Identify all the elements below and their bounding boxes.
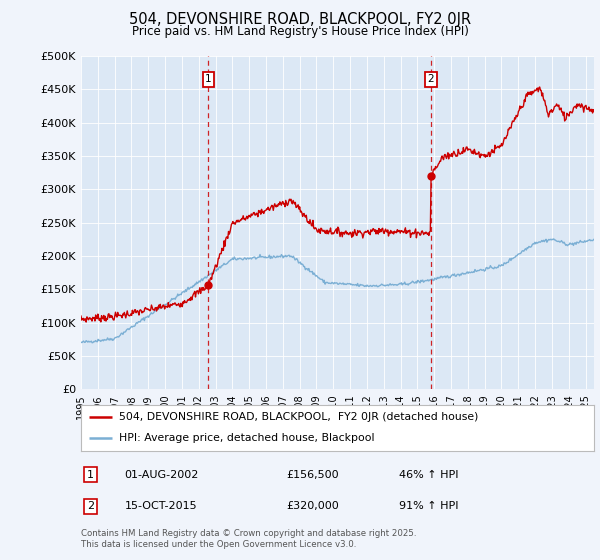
Text: 504, DEVONSHIRE ROAD, BLACKPOOL,  FY2 0JR (detached house): 504, DEVONSHIRE ROAD, BLACKPOOL, FY2 0JR… [119,412,479,422]
Text: 504, DEVONSHIRE ROAD, BLACKPOOL, FY2 0JR: 504, DEVONSHIRE ROAD, BLACKPOOL, FY2 0JR [129,12,471,27]
Text: Contains HM Land Registry data © Crown copyright and database right 2025.
This d: Contains HM Land Registry data © Crown c… [81,529,416,549]
Text: 1: 1 [205,74,212,85]
Text: £156,500: £156,500 [286,470,339,480]
Text: 15-OCT-2015: 15-OCT-2015 [125,501,197,511]
Text: 1: 1 [87,470,94,480]
Text: 01-AUG-2002: 01-AUG-2002 [125,470,199,480]
Text: 2: 2 [86,501,94,511]
Text: HPI: Average price, detached house, Blackpool: HPI: Average price, detached house, Blac… [119,433,375,444]
Text: 91% ↑ HPI: 91% ↑ HPI [399,501,458,511]
Text: Price paid vs. HM Land Registry's House Price Index (HPI): Price paid vs. HM Land Registry's House … [131,25,469,38]
Text: £320,000: £320,000 [286,501,339,511]
Text: 2: 2 [427,74,434,85]
Text: 46% ↑ HPI: 46% ↑ HPI [399,470,458,480]
